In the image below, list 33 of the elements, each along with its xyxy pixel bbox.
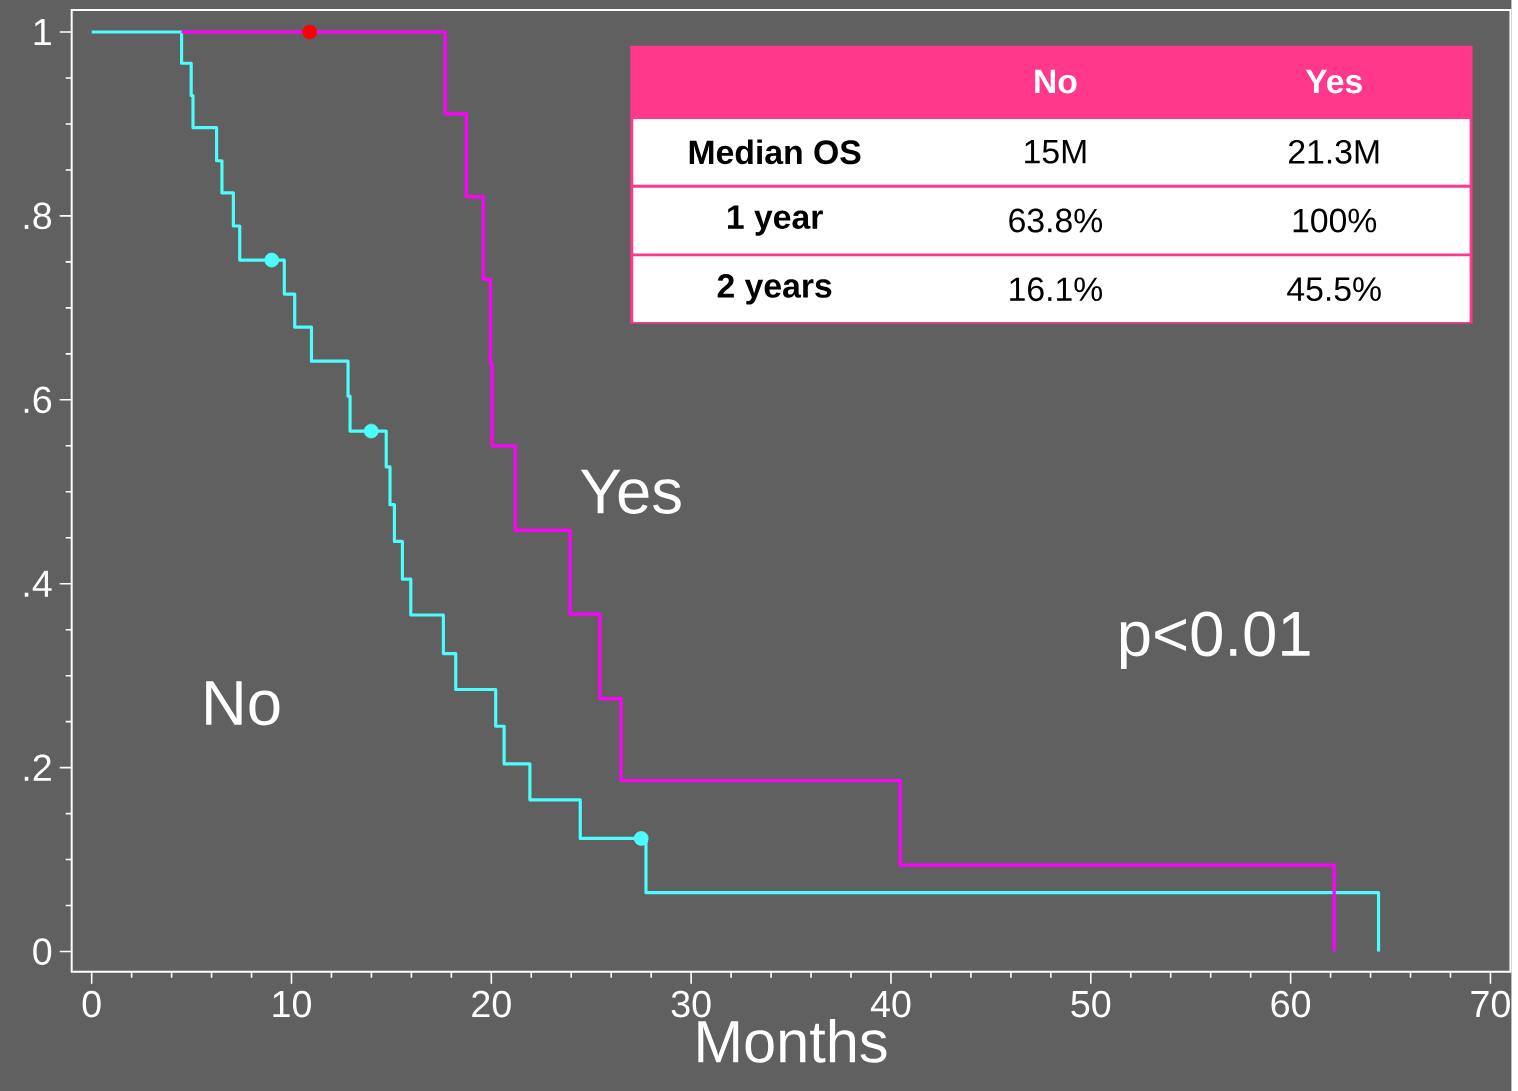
- annotation: 16.1%: [1010, 277, 1103, 302]
- annotation: Median OS: [689, 139, 861, 165]
- x-tick-label: 60: [1271, 990, 1311, 1018]
- point: [302, 24, 318, 40]
- annotation: p<0.01: [1120, 611, 1310, 669]
- annotation: 63.8%: [1009, 208, 1103, 233]
- x-axis-title: Months: [698, 1018, 887, 1063]
- annotation: 1 year: [727, 205, 823, 236]
- annotation: 15M: [1025, 139, 1086, 164]
- x-tick-label: 70: [1471, 990, 1510, 1018]
- annotation: Yes: [1305, 69, 1362, 94]
- point: [264, 252, 280, 268]
- y-tick-label: 0: [33, 938, 52, 965]
- point: [363, 423, 379, 439]
- series-label: Yes: [580, 469, 681, 514]
- y-tick-label: .4: [24, 570, 52, 597]
- y-tick-label: .2: [24, 754, 51, 781]
- annotation: 45.5%: [1287, 277, 1381, 301]
- annotation: 21.3M: [1289, 139, 1379, 164]
- x-tick-label: 10: [273, 990, 311, 1018]
- text: No: [206, 681, 280, 726]
- x-tick-label: 40: [870, 990, 911, 1018]
- annotation: No: [1035, 69, 1077, 94]
- point: [633, 830, 649, 846]
- y-tick-label: .8: [24, 202, 52, 230]
- x-tick-label: 30: [671, 990, 711, 1018]
- y-tick-label: .6: [24, 386, 52, 414]
- x-tick-label: 0: [82, 990, 101, 1018]
- x-tick-label: 20: [472, 990, 511, 1018]
- x-tick-label: 50: [1071, 990, 1111, 1018]
- y-tick-label: 1: [34, 18, 51, 45]
- annotation: 2 years: [717, 273, 832, 305]
- annotation: 100%: [1293, 208, 1377, 233]
